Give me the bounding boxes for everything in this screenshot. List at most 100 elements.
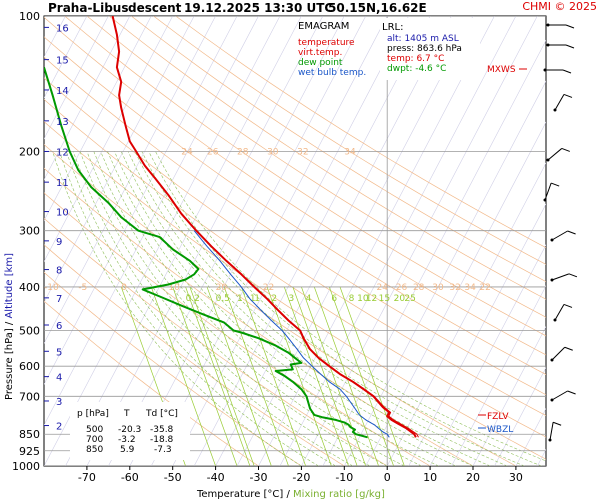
pressure-tick-label: 700 bbox=[19, 390, 40, 403]
isotherm-line bbox=[429, 244, 546, 466]
isotherm-line bbox=[172, 16, 409, 466]
altitude-tick-label: 8 bbox=[56, 266, 62, 277]
moist-adiabat-line bbox=[100, 151, 422, 466]
table-cell-t: -3.2 bbox=[118, 435, 136, 445]
mixing-ratio-line bbox=[150, 286, 216, 466]
isotherm-line bbox=[44, 16, 238, 385]
mixing-ratio-line bbox=[189, 286, 255, 466]
mixing-ratio-line bbox=[241, 286, 307, 466]
mixing-ratio-label: 1 bbox=[254, 294, 260, 304]
wind-barb-flag bbox=[565, 44, 575, 49]
isotherm-line bbox=[193, 16, 431, 466]
table-header-td: Td [°C] bbox=[145, 409, 178, 419]
dry-adiabat-label: 24 bbox=[181, 147, 193, 157]
table-cell-p: 500 bbox=[86, 425, 103, 435]
wind-barb-dot bbox=[546, 158, 550, 162]
dry-adiabat-label: 32 bbox=[449, 283, 460, 293]
mixing-ratio-line bbox=[185, 286, 251, 466]
y-axis-altitude: Altitude [km] bbox=[4, 253, 15, 319]
table-header-p: p [hPa] bbox=[77, 409, 109, 419]
lrl-title: LRL: bbox=[382, 22, 403, 33]
isotherm-line bbox=[44, 16, 216, 344]
wind-barb-dot bbox=[553, 318, 557, 322]
pressure-tick-label: 300 bbox=[19, 225, 40, 238]
wind-barb-flag bbox=[550, 182, 560, 187]
altitude-tick-label: 6 bbox=[56, 321, 62, 332]
wind-barb-dot bbox=[550, 238, 554, 242]
altitude-tick-label: 9 bbox=[56, 237, 62, 248]
table-cell-td: -7.3 bbox=[154, 445, 172, 455]
altitude-tick-label: 3 bbox=[56, 397, 62, 408]
mixing-ratio-line bbox=[292, 286, 358, 466]
isotherm-line bbox=[472, 326, 546, 466]
x-tick-label: -20 bbox=[292, 471, 310, 484]
dry-adiabat-label: -5 bbox=[78, 283, 87, 293]
dry-adiabat-line bbox=[44, 56, 546, 396]
mixing-ratio-line bbox=[223, 286, 289, 466]
wind-barb-flag bbox=[565, 24, 575, 29]
x-axis-title: Temperature [°C] / Mixing ratio [g/kg] bbox=[196, 489, 385, 500]
dry-adiabat-label: 28 bbox=[413, 283, 425, 293]
dry-adiabat-label: 22 bbox=[263, 283, 274, 293]
x-tick-label: -10 bbox=[335, 471, 353, 484]
isotherm-line bbox=[301, 16, 538, 466]
mixing-ratio-label: 15 bbox=[379, 294, 390, 304]
x-axis-sep: / bbox=[283, 489, 293, 500]
isotherm-line bbox=[559, 16, 600, 466]
isotherm-line bbox=[44, 16, 195, 304]
pressure-tick-label: 200 bbox=[19, 145, 40, 158]
mixing-ratio-label: 25 bbox=[404, 294, 415, 304]
coords-label: 50.15N,16.62E bbox=[328, 1, 427, 15]
mixing-ratio-line bbox=[328, 286, 394, 466]
table-header-t: T bbox=[123, 409, 130, 419]
table-cell-p: 850 bbox=[86, 445, 103, 455]
isotherm-line bbox=[236, 16, 474, 466]
isotherm-line bbox=[451, 285, 546, 466]
wind-barb-flag bbox=[563, 93, 573, 98]
isotherm-line bbox=[150, 16, 388, 466]
moist-adiabat-line bbox=[59, 151, 319, 466]
mxws-label: MXWS bbox=[487, 65, 516, 75]
datetime-label: 19.12.2025 13:30 UTC bbox=[184, 1, 333, 15]
altitude-tick-label: 5 bbox=[56, 347, 62, 358]
x-tick-label: 0 bbox=[384, 471, 391, 484]
isotherm-line bbox=[0, 16, 1, 466]
wind-barb-flag bbox=[567, 390, 576, 395]
series-virtual-temperature-line bbox=[300, 330, 419, 438]
wind-barb-flag bbox=[568, 273, 578, 278]
mixing-ratio-label: 20 bbox=[394, 294, 406, 304]
altitude-tick-label: 2 bbox=[56, 422, 62, 433]
x-axis-temperature: Temperature [°C] bbox=[196, 489, 283, 500]
isotherm-line bbox=[44, 16, 88, 99]
isotherm-line bbox=[44, 16, 109, 140]
grid-layer bbox=[0, 16, 600, 466]
table-cell-p: 700 bbox=[86, 435, 103, 445]
dry-adiabat-line bbox=[44, 16, 546, 356]
isotherm-line bbox=[258, 16, 495, 466]
dry-adiabat-line bbox=[108, 16, 546, 300]
legend-title: EMAGRAM bbox=[298, 21, 349, 32]
dry-adiabat-label: 26 bbox=[396, 283, 408, 293]
wind-barb-flag bbox=[564, 346, 573, 351]
mixing-ratio-label: 12 bbox=[366, 294, 377, 304]
dry-adiabat-label: 26 bbox=[207, 147, 219, 157]
table-cell-td: -35.8 bbox=[150, 425, 174, 435]
altitude-tick-label: 16 bbox=[56, 23, 69, 34]
dry-adiabat-label: 28 bbox=[237, 147, 249, 157]
dry-adiabat-label: 34 bbox=[344, 147, 356, 157]
pressure-tick-label: 1000 bbox=[12, 460, 40, 473]
y-axis-title: Pressure [hPa] / Altitude [km] bbox=[4, 253, 15, 400]
copyright-label: CHMI © 2025 bbox=[522, 0, 597, 13]
dry-adiabat-line bbox=[153, 16, 546, 265]
y-axis-pressure: Pressure [hPa] bbox=[4, 328, 15, 400]
table-cell-td: -18.8 bbox=[150, 435, 174, 445]
x-tick-label: -70 bbox=[78, 471, 96, 484]
wind-barb-dot bbox=[550, 398, 554, 402]
lrl-box bbox=[380, 18, 480, 80]
dry-adiabat-label: 34 bbox=[464, 283, 476, 293]
altitude-tick-label: 7 bbox=[56, 294, 62, 305]
table-box bbox=[70, 402, 190, 460]
legend-item-wet-bulb: wet bulb temp. bbox=[298, 68, 366, 78]
x-axis-mixing: Mixing ratio [g/kg] bbox=[293, 489, 385, 500]
